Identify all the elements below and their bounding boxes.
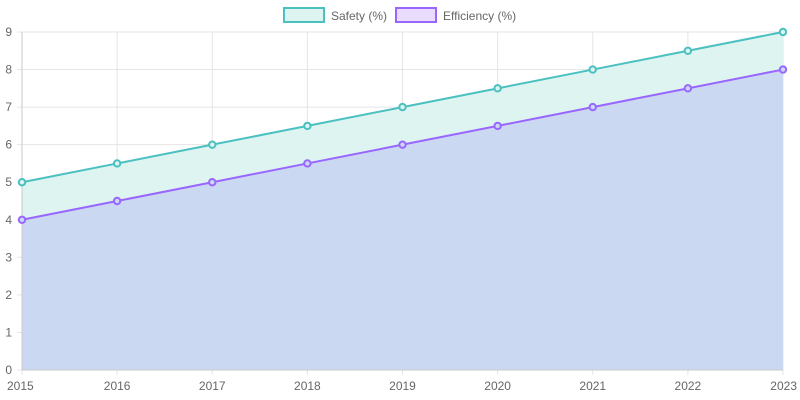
- y-tick-label: 2: [5, 288, 12, 302]
- x-tick-label: 2018: [294, 379, 321, 393]
- data-point-series-2: [303, 159, 312, 168]
- x-tick-label: 2021: [579, 379, 606, 393]
- x-tick-label: 2020: [484, 379, 511, 393]
- area-fill-series-2: [22, 69, 783, 371]
- data-point-series-1: [17, 178, 27, 187]
- data-point-series-1: [303, 121, 312, 131]
- x-tick-label: 2016: [104, 379, 131, 393]
- data-point-series-1: [778, 27, 788, 37]
- data-point-series-2: [112, 196, 122, 206]
- legend-swatch-series-1: [283, 7, 325, 23]
- data-point-series-1: [588, 65, 597, 74]
- data-point-series-2: [683, 84, 693, 93]
- data-point-series-2: [208, 178, 217, 187]
- x-tick-label: 2015: [7, 379, 34, 393]
- y-tick-label: 9: [5, 25, 12, 39]
- y-tick-label: 5: [5, 175, 12, 189]
- legend-label-series-1: Safety (%): [331, 9, 387, 23]
- legend: Safety (%) Efficiency (%): [283, 7, 516, 23]
- data-point-series-2: [778, 65, 788, 74]
- area-fills: [22, 32, 783, 371]
- data-point-series-1: [112, 159, 122, 168]
- y-tick-label: 0: [5, 363, 12, 377]
- y-tick-label: 3: [5, 250, 12, 264]
- y-tick-label: 8: [5, 63, 12, 77]
- data-point-series-1: [398, 102, 407, 112]
- x-tick-label: 2023: [770, 379, 797, 393]
- data-point-series-1: [493, 84, 502, 93]
- y-tick-label: 6: [5, 138, 12, 152]
- data-point-series-2: [17, 215, 27, 224]
- y-tick-label: 4: [5, 213, 12, 227]
- series-points: [17, 27, 788, 224]
- data-point-series-1: [683, 46, 693, 55]
- data-point-series-2: [398, 140, 407, 149]
- x-tick-label: 2022: [675, 379, 702, 393]
- legend-swatch-series-2: [395, 7, 437, 23]
- x-tick-label: 2017: [199, 379, 226, 393]
- data-point-series-2: [588, 102, 597, 112]
- data-point-series-2: [493, 121, 502, 131]
- y-tick-label: 1: [5, 325, 12, 339]
- y-tick-label: 7: [5, 100, 12, 114]
- data-point-series-1: [208, 140, 217, 149]
- legend-label-series-2: Efficiency (%): [443, 9, 516, 23]
- x-tick-label: 2019: [389, 379, 416, 393]
- axes: 0 1 2 3 4 5 6 7 8 9 2015 2016 2017 2018 2019 2020 2021 20…: [5, 25, 797, 393]
